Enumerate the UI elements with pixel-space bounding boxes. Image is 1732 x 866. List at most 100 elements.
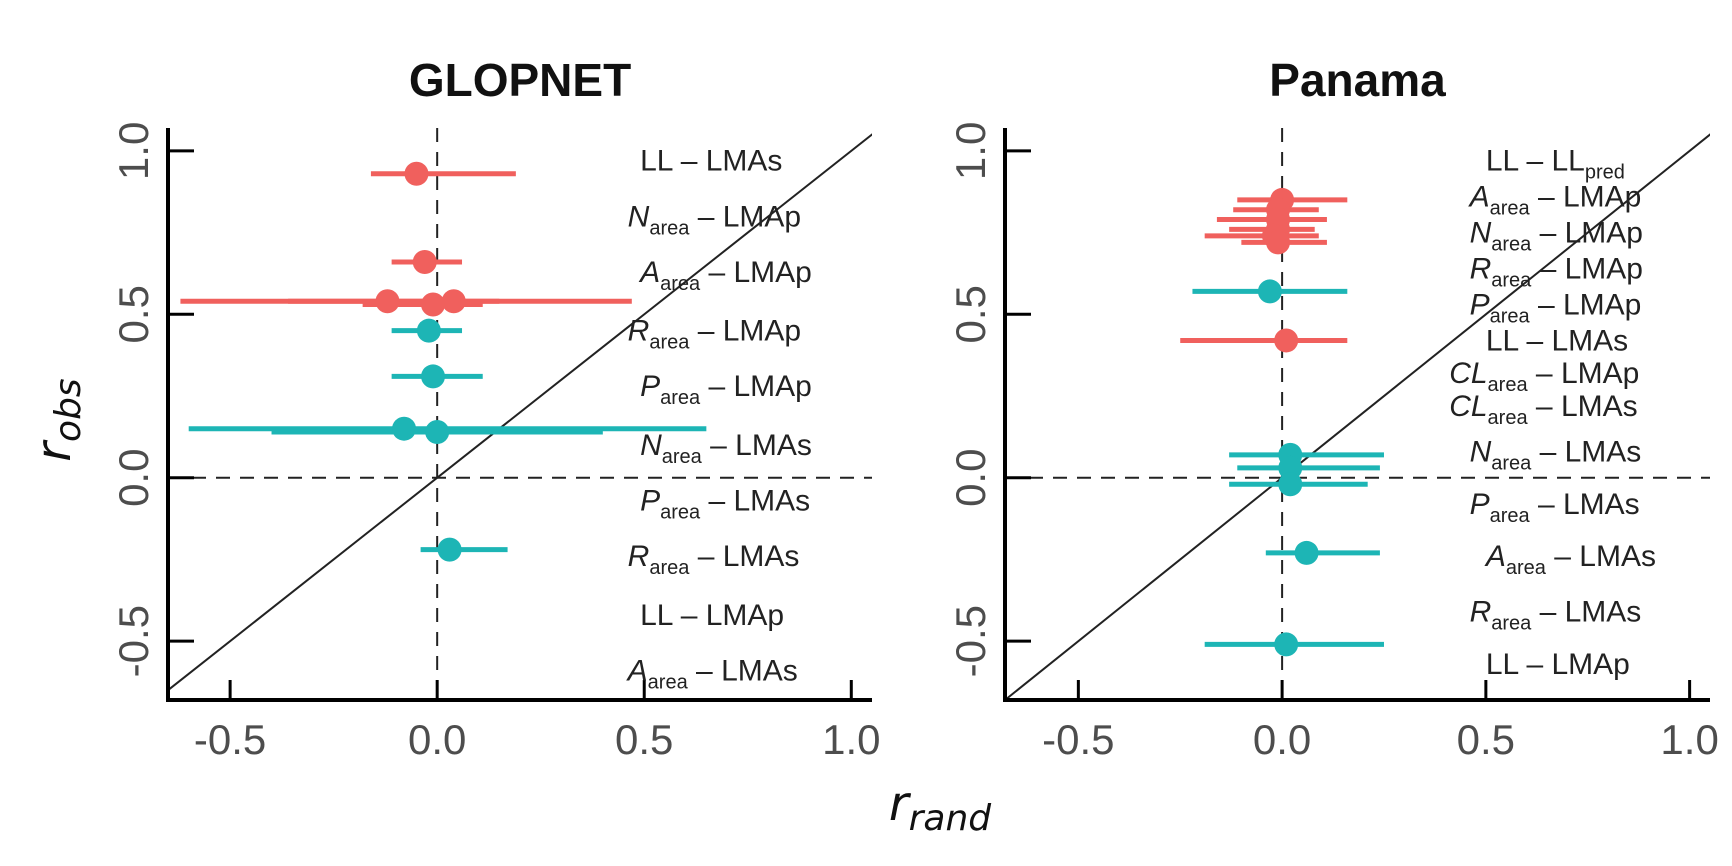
pair-label-variable: N (640, 429, 662, 462)
pair-label-subscript: area (1491, 270, 1532, 292)
data-point (1278, 472, 1303, 497)
pair-label-dash: – (1518, 324, 1551, 357)
pair-label-subscript: area (660, 502, 701, 524)
pair-label-subscript: area (1491, 613, 1532, 635)
y-tick-label: 1.0 (110, 122, 157, 180)
data-point (1294, 540, 1319, 565)
pair-label-variable: N (1470, 436, 1492, 469)
pair-label-variable: LL (1486, 145, 1519, 178)
pair-label: LL – LMAp (640, 599, 784, 632)
pair-label-target: LMAs (1563, 488, 1640, 521)
x-tick-label: 0.0 (1253, 716, 1311, 763)
pair-label: Parea – LMAs (640, 485, 810, 524)
pair-label-variable: LL (1486, 324, 1519, 357)
pair-label-variable: LL (640, 145, 673, 178)
pair-label-variable: R (628, 315, 650, 348)
pair-label-target: LMAs (723, 540, 800, 573)
pair-label: Parea – LMAp (640, 370, 812, 409)
pair-label-target: LMAp (706, 599, 784, 632)
pair-label-target: LMAs (1565, 596, 1642, 629)
pair-label-target: LMAs (721, 655, 798, 688)
pair-label-subscript: area (649, 217, 690, 239)
pair-label-dash: – (689, 315, 722, 348)
pair-label-dash: – (689, 540, 722, 573)
pair-label: Rarea – LMAp (628, 315, 801, 354)
pair-label-variable: LL (1486, 648, 1519, 681)
data-point (412, 250, 437, 275)
y-axis-label: robs (26, 378, 89, 461)
pair-label-target: LL (1551, 145, 1584, 178)
pair-label: LL – LLpred (1486, 145, 1625, 184)
identity-line (168, 133, 872, 691)
pair-label: LL – LMAs (640, 145, 782, 178)
pair-label: Narea – LMAp (1470, 217, 1643, 256)
pair-label-target: LMAs (735, 429, 812, 462)
pair-label-variable: P (640, 370, 660, 403)
pair-label-subscript: area (648, 672, 689, 694)
y-tick-label: 0.5 (110, 285, 157, 343)
pair-label-target: LMAp (1551, 648, 1629, 681)
plot-area (168, 128, 872, 700)
panel-title: GLOPNET (409, 54, 631, 106)
pair-label: Rarea – LMAs (1470, 596, 1642, 635)
data-point (441, 289, 466, 314)
data-point (421, 292, 446, 317)
panel-panama: Panama-0.5 0.0 0.5 1.0-0.50.00.51.0 LL – LLp… (947, 54, 1719, 763)
plot-area (1005, 128, 1710, 700)
pair-label-subscript: area (660, 387, 701, 409)
pair-label-dash: – (1531, 217, 1564, 250)
pair-label-dash: – (689, 200, 722, 233)
pair-label-subscript: area (649, 332, 690, 354)
pair-label-dash: – (1528, 390, 1561, 423)
data-point (416, 318, 441, 343)
pair-label-subscript: area (1491, 234, 1532, 256)
pair-label: Narea – LMAp (628, 200, 801, 239)
pair-label-subscript: area (1491, 453, 1532, 475)
pair-label-dash: – (1531, 253, 1564, 286)
pair-label: Narea – LMAs (640, 429, 812, 468)
pair-label-target: LMAs (1561, 390, 1638, 423)
pair-label-variable: R (1470, 253, 1492, 286)
pair-label-dash: – (700, 485, 733, 518)
data-point (1274, 632, 1299, 657)
x-axis-label: rrand (889, 776, 992, 839)
pair-label-dash: – (1546, 540, 1579, 573)
pair-label: CLarea – LMAs (1449, 390, 1637, 429)
pair-label-variable: LL (640, 599, 673, 632)
data-point (392, 416, 417, 441)
pair-label-target: LMAp (734, 370, 812, 403)
pair-label: Parea – LMAp (1470, 289, 1642, 328)
x-tick-label: -0.5 (194, 716, 266, 763)
x-tick-label: 0.5 (1457, 716, 1515, 763)
panel-title: Panama (1269, 54, 1446, 106)
pair-label-target: LMAs (1579, 540, 1656, 573)
data-point (404, 161, 429, 186)
data-point (425, 419, 450, 444)
pair-label-subscript: area (1506, 557, 1547, 579)
pair-label-variable: N (1470, 217, 1492, 250)
pair-label-target: LMAs (706, 145, 783, 178)
pair-label-variable: R (628, 540, 650, 573)
pair-label-variable: P (640, 485, 660, 518)
pair-label-subscript: area (1490, 505, 1531, 527)
pair-label-dash: – (1530, 488, 1563, 521)
pair-label-variable: R (1470, 596, 1492, 629)
data-point (437, 537, 462, 562)
data-point (421, 364, 446, 389)
pair-label-dash: – (1518, 145, 1551, 178)
x-tick-label: 1.0 (822, 716, 880, 763)
data-point (1266, 230, 1291, 255)
pair-label-target: LMAp (723, 315, 801, 348)
pair-label-variable: A (1468, 181, 1490, 214)
pair-label: Aarea – LMAs (626, 655, 798, 694)
pair-label-variable: N (628, 200, 650, 233)
pair-label-variable: P (1470, 289, 1490, 322)
x-tick-label: -0.5 (1042, 716, 1114, 763)
x-axis-label-sub: rand (909, 798, 993, 839)
pair-label-variable: A (626, 655, 648, 688)
pair-label: LL – LMAp (1486, 648, 1630, 681)
pair-label-target: LMAs (1551, 324, 1628, 357)
y-tick-label: -0.5 (110, 605, 157, 677)
pair-label-subscript: area (1490, 306, 1531, 328)
